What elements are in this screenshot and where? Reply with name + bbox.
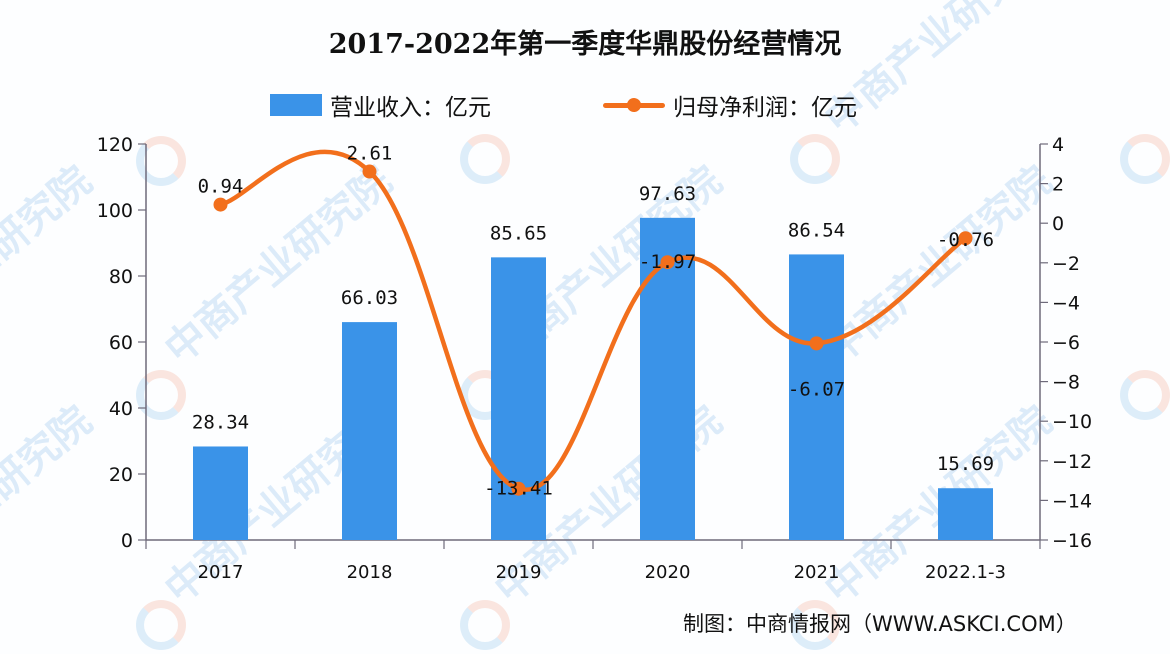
source-credit: 制图：中商情报网（WWW.ASKCI.COM）	[683, 612, 1077, 636]
bar-swatch-icon	[270, 94, 322, 116]
right-axis-tick-label: −14	[1052, 490, 1092, 512]
net-profit-marker	[362, 164, 377, 179]
net-profit-marker	[213, 197, 228, 212]
revenue-bar	[789, 254, 844, 540]
revenue-value-label: 28.34	[192, 411, 249, 433]
right-axis-tick-label: −8	[1052, 372, 1080, 394]
chart-title: 2017-2022年第一季度华鼎股份经营情况	[328, 29, 842, 60]
net-profit-marker	[511, 481, 526, 496]
legend: 营业收入：亿元 归母净利润：亿元	[0, 88, 1170, 122]
right-axis-tick-label: 2	[1052, 174, 1064, 196]
left-axis-tick-label: 40	[109, 398, 133, 420]
legend-label-revenue: 营业收入：亿元	[330, 95, 491, 121]
revenue-bar	[938, 488, 993, 540]
net-profit-marker	[660, 255, 675, 270]
net-profit-value-label: 0.94	[198, 176, 244, 198]
net-profit-value-label: -6.07	[788, 378, 845, 400]
net-profit-marker	[809, 336, 824, 351]
x-axis-category-label: 2020	[645, 562, 691, 583]
left-axis-tick-label: 0	[121, 530, 133, 552]
left-axis-tick-label: 100	[97, 200, 133, 222]
right-axis-tick-label: −10	[1052, 411, 1092, 433]
left-axis-tick-label: 120	[97, 134, 133, 156]
right-axis-tick-label: −12	[1052, 451, 1092, 473]
revenue-value-label: 86.54	[788, 219, 845, 241]
net-profit-value-label: -1.97	[639, 251, 696, 273]
right-axis-tick-label: −16	[1052, 530, 1092, 552]
x-axis-category-label: 2022.1-3	[925, 562, 1006, 583]
net-profit-value-label: -0.76	[937, 229, 994, 251]
legend-item-net-profit: 归母净利润：亿元	[603, 88, 857, 122]
net-profit-line	[218, 149, 968, 492]
revenue-bar	[193, 446, 248, 540]
revenue-bar	[342, 322, 397, 540]
right-axis-tick-label: −2	[1052, 253, 1080, 275]
x-axis-category-label: 2017	[198, 562, 244, 583]
right-axis-tick-label: 4	[1052, 134, 1064, 156]
net-profit-value-label: -13.41	[484, 478, 553, 500]
net-profit-marker	[958, 231, 973, 246]
legend-item-revenue: 营业收入：亿元	[270, 88, 491, 122]
net-profit-value-label: 2.61	[347, 143, 393, 165]
right-axis-tick-label: −4	[1052, 292, 1080, 314]
revenue-value-label: 15.69	[937, 453, 994, 475]
revenue-value-label: 66.03	[341, 287, 398, 309]
legend-label-net-profit: 归母净利润：亿元	[673, 95, 857, 121]
revenue-bar	[640, 217, 695, 541]
left-axis-tick-label: 60	[109, 332, 133, 354]
left-axis-tick-label: 20	[109, 464, 133, 486]
left-axis-tick-label: 80	[109, 266, 133, 288]
line-marker-swatch-icon	[603, 94, 665, 116]
right-axis-tick-label: −6	[1052, 332, 1080, 354]
x-axis-category-label: 2019	[496, 562, 542, 583]
x-axis-category-label: 2018	[347, 562, 393, 583]
x-axis-category-label: 2021	[794, 562, 840, 583]
revenue-value-label: 97.63	[639, 183, 696, 205]
right-axis-tick-label: 0	[1052, 213, 1064, 235]
revenue-value-label: 85.65	[490, 222, 547, 244]
